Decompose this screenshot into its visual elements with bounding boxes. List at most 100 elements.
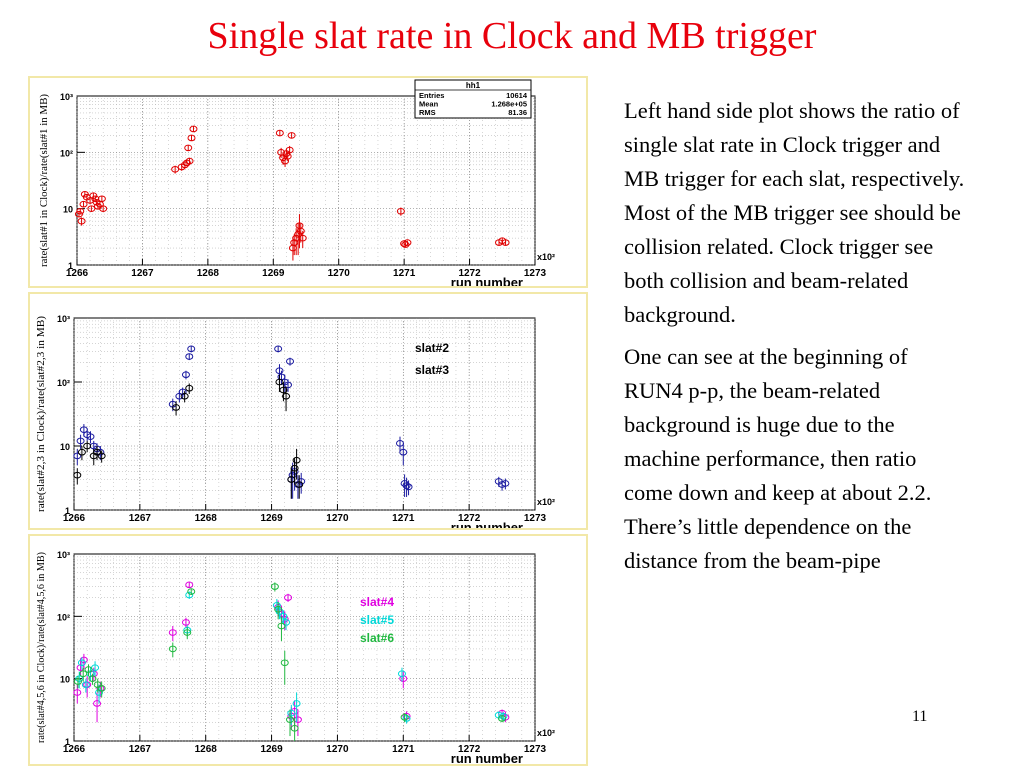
stats-box-label: Entries: [419, 91, 444, 100]
data-point: [279, 386, 288, 394]
data-point: [185, 384, 194, 392]
data-point: [501, 239, 510, 246]
data-point: [187, 134, 196, 142]
x-tick-label: 1273: [524, 268, 547, 279]
data-point: [286, 716, 295, 723]
y-tick-label: 10: [60, 675, 70, 685]
data-point: [402, 715, 411, 722]
y-tick-label: 10³: [57, 550, 70, 560]
data-point: [182, 159, 191, 167]
x-tick-label: 1272: [458, 513, 481, 524]
chart-panel-slat1: 1266 1267 1268 1269 1270 1271 1272 1273 1 10 10² 10…: [28, 76, 588, 288]
x-tick-label: 1272: [458, 268, 481, 279]
stats-box-label: RMS: [419, 108, 436, 117]
stats-box-value: 81.36: [508, 108, 527, 117]
data-point: [187, 588, 196, 595]
data-point: [501, 480, 510, 487]
data-point: [189, 125, 198, 133]
chart-svg: 1266 1267 1268 1269 1270 1271 1272 1273 1 10 10² 10…: [35, 314, 555, 528]
data-point: [83, 442, 92, 450]
x-tick-label: 1270: [326, 513, 349, 524]
x-axis-label: run number: [451, 275, 523, 286]
x-tick-label: 1273: [524, 744, 547, 755]
data-point: [402, 482, 411, 489]
data-point: [77, 659, 86, 667]
stats-box-label: Mean: [419, 100, 439, 109]
chart-svg: 1266 1267 1268 1269 1270 1271 1272 1273 1 10 10² 10…: [35, 550, 555, 764]
data-point: [185, 581, 194, 589]
x-tick-label: 1273: [524, 513, 547, 524]
data-point: [400, 714, 409, 721]
x-tick-label: 1267: [131, 268, 154, 279]
data-point: [283, 153, 292, 160]
x-tick-label: 1266: [66, 268, 89, 279]
x-axis-multiplier: x10²: [537, 497, 555, 507]
legend-entry: slat#5: [360, 613, 394, 627]
data-point: [76, 207, 85, 215]
data-point: [280, 659, 289, 667]
data-point: [282, 392, 291, 400]
x-tick-label: 1266: [63, 744, 86, 755]
data-point: [172, 404, 181, 411]
data-point: [404, 483, 413, 491]
y-tick-label: 10³: [57, 314, 70, 324]
description-paragraph-1: Left hand side plot shows the ratio of s…: [624, 98, 965, 327]
data-point: [79, 200, 88, 208]
legend-entry: slat#3: [415, 363, 449, 377]
data-point: [297, 478, 306, 485]
y-tick-label: 10²: [57, 378, 70, 388]
data-point: [73, 689, 82, 696]
data-point: [401, 241, 410, 248]
x-axis-label: run number: [451, 520, 523, 528]
data-point: [77, 448, 86, 456]
data-point: [79, 670, 88, 678]
chart-panel-slat4-5-6: 1266 1267 1268 1269 1270 1271 1272 1273 1 10 10² 10…: [28, 534, 588, 766]
x-tick-label: 1272: [458, 744, 481, 755]
data-point: [279, 613, 288, 620]
y-tick-label: 10²: [57, 612, 70, 622]
y-tick-label: 10: [63, 205, 73, 215]
data-point: [290, 464, 299, 472]
y-axis-label: rate(slat#4,5,6 in Clock)/rate(slat#4,5,…: [35, 552, 47, 743]
chart-panel-slat2-3: 1266 1267 1268 1269 1270 1271 1272 1273 1 10 10² 10…: [28, 292, 588, 530]
data-point: [292, 456, 301, 464]
data-point: [403, 239, 412, 246]
x-tick-label: 1269: [262, 268, 285, 279]
y-tick-label: 1: [68, 261, 73, 271]
data-point: [97, 195, 106, 203]
x-axis-multiplier: x10²: [537, 728, 555, 738]
data-point: [93, 448, 102, 456]
stats-box: [414, 79, 532, 119]
y-axis-label: rate(slat#2,3 in Clock)/rate(slat#2,3 in…: [35, 316, 47, 512]
x-tick-label: 1267: [129, 513, 152, 524]
data-point: [97, 685, 106, 692]
x-tick-label: 1268: [195, 744, 218, 755]
data-point: [270, 583, 279, 590]
data-point: [272, 602, 281, 609]
data-point: [180, 161, 189, 169]
stats-box-value: 1.268e+05: [491, 100, 527, 109]
description-text: Left hand side plot shows the ratio of s…: [624, 94, 969, 578]
stats-box-title: hh1: [466, 81, 481, 90]
x-tick-label: 1271: [392, 513, 415, 524]
data-point: [73, 452, 82, 460]
x-tick-label: 1270: [326, 744, 349, 755]
data-point: [277, 622, 286, 630]
data-point: [183, 629, 192, 636]
data-point: [284, 594, 293, 601]
data-point: [498, 715, 507, 722]
data-point: [187, 345, 196, 353]
x-tick-label: 1270: [328, 268, 351, 279]
data-point: [99, 205, 108, 212]
stats-box-value: 10614: [506, 91, 528, 100]
data-point: [178, 388, 187, 396]
description-paragraph-2: One can see at the beginning of RUN4 p-p…: [624, 344, 932, 573]
data-point: [185, 591, 194, 599]
page-number: 11: [912, 708, 928, 725]
data-point: [185, 157, 194, 165]
y-tick-label: 1: [65, 506, 70, 516]
data-point: [282, 619, 291, 626]
chart-svg: 1266 1267 1268 1269 1270 1271 1272 1273 1 10 10² 10…: [38, 79, 555, 286]
data-point: [77, 217, 86, 225]
y-tick-label: 1: [65, 737, 70, 747]
